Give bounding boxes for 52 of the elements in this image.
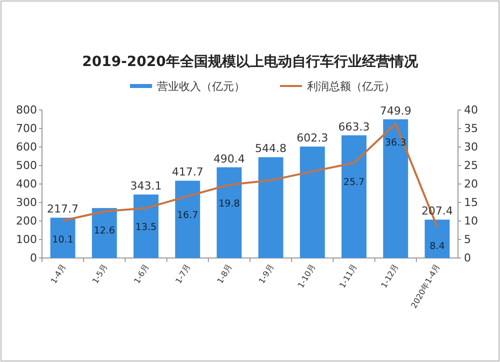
bar [342,135,366,258]
data-label: 16.7 [177,210,198,222]
data-label: 19.8 [218,198,240,210]
legend-label: 营业收入（亿元） [157,80,245,93]
y2-tick-label: 10 [464,214,478,228]
y2-tick-label: 30 [464,140,478,154]
data-label: 13.5 [135,222,157,234]
bar [300,146,325,258]
y-tick-label: 500 [16,159,37,172]
bar [134,194,158,258]
x-tick-label: 1-4月 [49,262,68,286]
bar [216,167,242,258]
bar [50,218,76,258]
y-tick-label: 300 [16,196,37,209]
y2-tick-label: 35 [464,122,478,135]
x-tick-label: 1-7月 [174,262,192,286]
x-tick-label: 1-9月 [257,262,276,286]
x-tick-label: 1-5月 [90,262,110,286]
data-label: 217.7 [47,202,79,216]
y2-tick-label: 20 [464,178,478,190]
x-tick-label: 1-6月 [132,262,151,286]
data-label: 8.4 [430,240,445,252]
data-label: 25.7 [343,176,365,188]
y-tick-label: 800 [16,104,37,116]
y-tick-label: 0 [30,252,37,264]
data-label: 417.7 [172,166,204,179]
bar [258,157,284,258]
bar [175,180,200,258]
bar [92,208,117,258]
data-label: 343.1 [130,180,162,193]
data-label: 490.4 [213,152,245,166]
x-tick-label: 1-8月 [216,262,234,286]
legend-label: 利润总额（亿元） [307,80,395,93]
y2-tick-label: 15 [464,196,478,209]
y-tick-label: 100 [16,233,37,246]
y-tick-label: 600 [16,140,37,154]
y2-tick-label: 5 [464,233,471,246]
y-tick-label: 200 [16,214,37,228]
y2-tick-label: 25 [464,159,478,172]
data-label: 663.3 [338,120,370,134]
bar [383,119,408,258]
bar [424,220,450,258]
y2-tick-label: 0 [464,252,471,264]
data-label: 602.3 [296,132,328,145]
data-label: 749.9 [380,104,412,118]
y-tick-label: 400 [16,178,37,190]
data-label: 10.1 [52,234,74,246]
y2-tick-label: 40 [464,104,478,116]
data-label: 544.8 [255,142,287,156]
data-label: 12.6 [94,225,115,236]
chart-title: 2019-2020年全国规模以上电动自行车行业经营情况 [82,53,419,70]
y-tick-label: 700 [16,122,37,135]
